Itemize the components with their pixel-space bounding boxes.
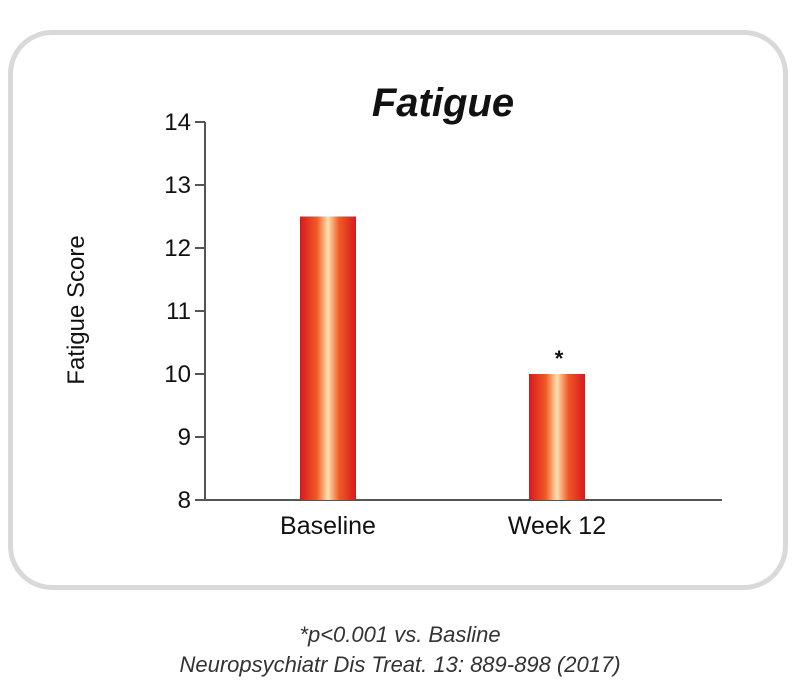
y-tick-label: 8 [178, 487, 191, 514]
y-tick-label: 10 [164, 361, 191, 388]
bar-baseline [300, 216, 356, 500]
significance-footnote: *p<0.001 vs. Basline [299, 622, 501, 647]
bars [300, 216, 585, 500]
y-tick-label: 11 [166, 298, 191, 325]
y-ticks: 8 9 10 11 12 13 14 [164, 109, 205, 514]
y-tick-label: 9 [178, 424, 191, 451]
y-tick-label: 12 [164, 235, 191, 262]
y-tick-label: 13 [164, 172, 191, 199]
y-axis-label: Fatigue Score [63, 235, 90, 384]
bar-chart: Fatigue Fatigue Score 8 9 10 11 12 13 14 Basel… [63, 81, 722, 540]
citation-footnote: Neuropsychiatr Dis Treat. 13: 889-898 (2… [179, 652, 621, 677]
y-tick-label: 14 [164, 109, 191, 136]
axes [204, 122, 722, 501]
x-tick-label: Week 12 [508, 512, 606, 540]
x-tick-label: Baseline [280, 512, 376, 540]
x-tick-labels: Baseline Week 12 [280, 512, 606, 540]
significance-marker: * [555, 346, 564, 371]
annotations: * [555, 346, 564, 371]
bar-week-12 [529, 374, 585, 500]
chart-frame [8, 30, 788, 590]
chart-title: Fatigue [372, 81, 514, 125]
